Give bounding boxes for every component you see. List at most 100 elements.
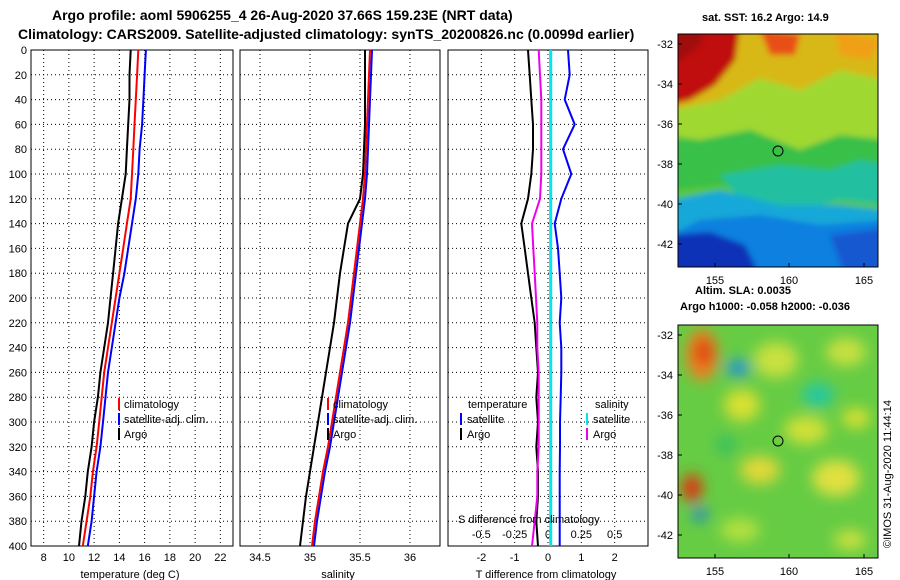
series-line-argo: [299, 50, 366, 547]
salinity-panel: 34.5 35 35.5 36: [239, 49, 441, 564]
x-tick-label: 0: [545, 552, 551, 564]
s-difference-axis-title: S difference from climatology: [458, 514, 600, 526]
argo-float-marker: [772, 145, 784, 157]
lon-tick-label: 155: [706, 566, 724, 578]
x-tick-label: 18: [164, 552, 176, 564]
depth-tick-label: 380: [9, 516, 27, 528]
temperature-panel: 0 20 40 60 80 100 120 140 160 180 200 220 240 260 280 3…: [9, 45, 234, 564]
difference-legend: temperature satellite Argo salinity sate…: [458, 399, 630, 526]
x-tick-label: 2: [612, 552, 618, 564]
lat-tick-label: -40: [657, 199, 673, 211]
chart-title-line2: Climatology: CARS2009. Satellite-adjuste…: [18, 26, 635, 42]
x-tick-label: 16: [139, 552, 151, 564]
depth-tick-label: 280: [9, 392, 27, 404]
depth-tick-label: 120: [9, 194, 27, 206]
x-tick-label: 35: [304, 552, 316, 564]
depth-tick-label: 260: [9, 367, 27, 379]
legend-t-satellite-label: satellite: [467, 414, 504, 426]
series-line-climatology: [81, 49, 140, 547]
x-tick-label: 36: [404, 552, 416, 564]
lat-tick-label: -36: [657, 119, 673, 131]
depth-tick-label: 320: [9, 442, 27, 454]
series-line-t-satellite: [553, 49, 576, 546]
x-tick-label: 20: [189, 552, 201, 564]
lat-tick-label: -42: [657, 530, 673, 542]
depth-tick-label: 300: [9, 417, 27, 429]
depth-tick-label: 220: [9, 318, 27, 330]
s-diff-tick-label: -0.5: [472, 529, 491, 541]
depth-tick-label: 360: [9, 491, 27, 503]
series-line-satellite-adj-clim-: [86, 49, 147, 547]
x-tick-label: 10: [63, 552, 75, 564]
argo-float-marker: [772, 435, 784, 447]
sla-map-title-line2: Argo h1000: -0.058 h2000: -0.036: [680, 301, 850, 313]
x-tick-label: 22: [214, 552, 226, 564]
lat-tick-label: -34: [657, 370, 673, 382]
chart-title-line1: Argo profile: aoml 5906255_4 26-Aug-2020…: [52, 7, 513, 23]
lon-tick-label: 160: [780, 275, 798, 287]
lon-tick-label: 160: [780, 566, 798, 578]
series-line-climatology: [311, 49, 371, 547]
x-tick-label: -1: [510, 552, 520, 564]
x-tick-label: -2: [476, 552, 486, 564]
sla-map-title-line1: Altim. SLA: 0.0035: [695, 285, 791, 297]
lon-tick-label: 165: [855, 275, 873, 287]
legend-t-argo-label: Argo: [467, 429, 490, 441]
depth-tick-label: 200: [9, 293, 27, 305]
legend-s-argo-label: Argo: [593, 429, 616, 441]
s-diff-tick-label: 0.5: [607, 529, 622, 541]
legend-climatology-label: climatology: [333, 399, 389, 411]
imos-credit: ©IMOS 31-Aug-2020 11:44:14: [882, 400, 894, 548]
sst-map: 155 160 165 -32 -34 -36 -38 -40 -42: [657, 33, 879, 287]
legend-temperature-title: temperature: [468, 399, 527, 411]
lat-tick-label: -36: [657, 410, 673, 422]
s-diff-tick-label: 0: [545, 529, 551, 541]
lat-tick-label: -32: [657, 39, 673, 51]
series-line-s-argo: [530, 49, 543, 547]
x-tick-label: 8: [41, 552, 47, 564]
lat-tick-label: -32: [657, 330, 673, 342]
legend-salinity-title: salinity: [595, 399, 629, 411]
lat-tick-label: -40: [657, 490, 673, 502]
depth-tick-label: 140: [9, 219, 27, 231]
depth-tick-label: 60: [15, 119, 27, 131]
depth-tick-label: 100: [9, 169, 27, 181]
x-tick-label: 34.5: [249, 552, 270, 564]
temperature-axis-label: temperature (deg C): [80, 569, 179, 580]
legend-argo-label: Argo: [333, 429, 356, 441]
salinity-axis-label: salinity: [321, 569, 355, 580]
t-difference-axis-label: T difference from climatology: [476, 569, 617, 580]
depth-tick-label: 40: [15, 95, 27, 107]
series-line-argo: [78, 49, 132, 547]
lat-tick-label: -38: [657, 450, 673, 462]
lon-tick-label: 155: [706, 275, 724, 287]
depth-tick-label: 0: [21, 45, 27, 57]
depth-tick-label: 20: [15, 70, 27, 82]
lat-tick-label: -38: [657, 159, 673, 171]
depth-tick-label: 180: [9, 268, 27, 280]
s-diff-tick-label: 0.25: [571, 529, 592, 541]
x-tick-label: 1: [578, 552, 584, 564]
depth-tick-label: 400: [9, 541, 27, 553]
legend-satellite-label: satellite-adj. clim.: [333, 414, 417, 426]
salinity-legend: climatology satellite-adj. clim. Argo: [327, 398, 417, 441]
x-tick-label: 14: [113, 552, 125, 564]
lat-tick-label: -34: [657, 79, 673, 91]
depth-tick-label: 160: [9, 243, 27, 255]
legend-s-satellite-label: satellite: [593, 414, 630, 426]
lon-tick-label: 165: [855, 566, 873, 578]
x-tick-label: 35.5: [349, 552, 370, 564]
legend-climatology-label: climatology: [124, 399, 180, 411]
sst-map-title: sat. SST: 16.2 Argo: 14.9: [702, 12, 829, 24]
temperature-legend: climatology satellite-adj. clim. Argo: [118, 398, 208, 441]
difference-panel: -2 -1 0 1 2 -0.5 -0.25 0 0.25 0.5: [447, 49, 649, 564]
legend-argo-label: Argo: [124, 429, 147, 441]
series-line-satellite-adj-clim-: [313, 49, 373, 547]
depth-tick-label: 80: [15, 144, 27, 156]
x-tick-label: 12: [88, 552, 100, 564]
depth-tick-label: 340: [9, 467, 27, 479]
s-diff-tick-label: -0.25: [502, 529, 527, 541]
depth-tick-label: 240: [9, 343, 27, 355]
sla-map: 155 160 165 -32 -34 -36 -38 -40 -42: [657, 324, 879, 578]
